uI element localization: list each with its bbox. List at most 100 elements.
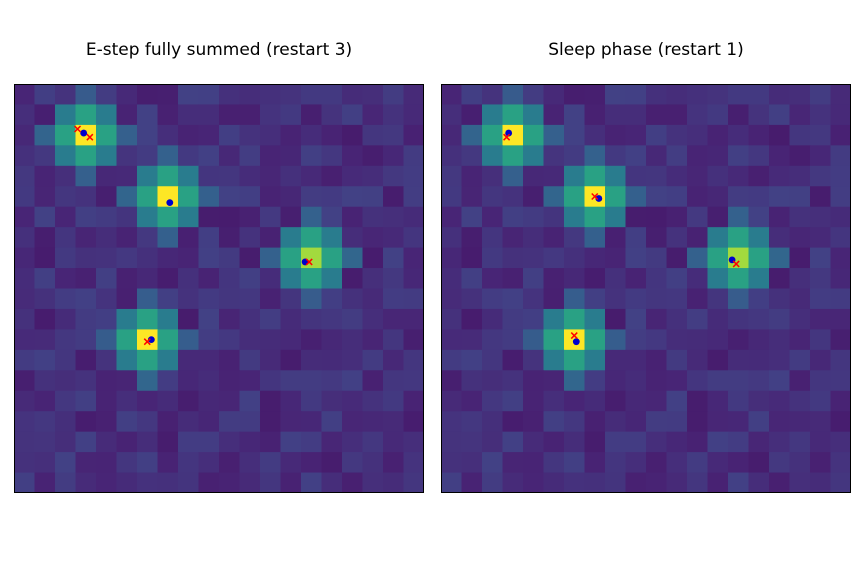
heatmap-cell — [441, 247, 463, 269]
heatmap-cell — [403, 308, 424, 330]
heatmap-cell — [646, 472, 668, 493]
heatmap-cell — [830, 104, 851, 126]
heatmap-cell — [461, 104, 483, 126]
heatmap-cell — [748, 308, 770, 330]
heatmap-cell — [687, 206, 709, 228]
heatmap-cell — [707, 227, 729, 249]
heatmap-cell — [789, 84, 811, 106]
heatmap-cell — [342, 329, 364, 351]
heatmap-cell — [830, 206, 851, 228]
heatmap-cell — [707, 268, 729, 290]
heatmap-cell — [198, 186, 220, 208]
heatmap-cell — [362, 349, 384, 371]
heatmap-cell — [769, 329, 791, 351]
heatmap-cell — [55, 390, 77, 412]
heatmap-cell — [564, 370, 586, 392]
heatmap-cell — [239, 452, 261, 474]
heatmap-cell — [96, 124, 118, 146]
heatmap-cell — [34, 268, 56, 290]
heatmap-cell — [280, 268, 302, 290]
heatmap-cell — [137, 186, 159, 208]
heatmap-cell — [116, 186, 138, 208]
heatmap-cell — [543, 308, 565, 330]
heatmap-cell — [239, 165, 261, 187]
heatmap-cell — [687, 84, 709, 106]
heatmap-cell — [34, 472, 56, 493]
heatmap-cell — [543, 329, 565, 351]
estimate-marker — [570, 332, 578, 340]
heatmap-cell — [728, 145, 750, 167]
heatmap-cell — [543, 288, 565, 310]
heatmap-cell — [403, 349, 424, 371]
heatmap-cell — [55, 431, 77, 453]
heatmap-cell — [321, 104, 343, 126]
heatmap-cell — [116, 124, 138, 146]
heatmap-cell — [301, 186, 323, 208]
heatmap-cell — [625, 472, 647, 493]
heatmap-cell — [605, 349, 627, 371]
heatmap-cell — [748, 165, 770, 187]
heatmap-cell — [116, 390, 138, 412]
heatmap-cell — [728, 165, 750, 187]
heatmap-cell — [157, 370, 179, 392]
heatmap-cell — [605, 288, 627, 310]
heatmap-cell — [239, 370, 261, 392]
heatmap-cell — [625, 329, 647, 351]
heatmap-cell — [403, 104, 424, 126]
heatmap-cell — [116, 308, 138, 330]
heatmap-cell — [362, 104, 384, 126]
heatmap-cell — [342, 247, 364, 269]
heatmap-cell — [157, 268, 179, 290]
heatmap-cell — [441, 452, 463, 474]
heatmap-cell — [666, 145, 688, 167]
heatmap-cell — [728, 452, 750, 474]
heatmap-cell — [584, 247, 606, 269]
heatmap-cell — [810, 370, 832, 392]
heatmap-cell — [280, 411, 302, 433]
heatmap-cell — [14, 206, 36, 228]
heatmap-cell — [482, 124, 504, 146]
heatmap-cell — [441, 84, 463, 106]
heatmap-cell — [666, 472, 688, 493]
heatmap-cell — [219, 145, 241, 167]
heatmap-cell — [666, 329, 688, 351]
heatmap-cell — [219, 431, 241, 453]
heatmap-cell — [239, 349, 261, 371]
heatmap-cell — [260, 206, 282, 228]
heatmap-cell — [728, 186, 750, 208]
heatmap-cell — [383, 329, 405, 351]
heatmap-cell — [34, 247, 56, 269]
heatmap-cell — [789, 370, 811, 392]
heatmap-cell — [625, 227, 647, 249]
heatmap-cell — [502, 206, 524, 228]
heatmap-cell — [75, 104, 97, 126]
heatmap-cell — [707, 329, 729, 351]
heatmap-cell — [707, 165, 729, 187]
heatmap-cell — [482, 390, 504, 412]
heatmap-cell — [564, 268, 586, 290]
heatmap-cell — [96, 145, 118, 167]
heatmap-cell — [301, 268, 323, 290]
heatmap-cell — [219, 452, 241, 474]
heatmap-cell — [584, 329, 606, 351]
heatmap-cell — [523, 411, 545, 433]
heatmap-cell — [157, 411, 179, 433]
heatmap-cell — [687, 349, 709, 371]
heatmap-cell — [280, 349, 302, 371]
heatmap-cell — [178, 329, 200, 351]
heatmap-cell — [810, 288, 832, 310]
heatmap-cell — [96, 104, 118, 126]
heatmap-cell — [810, 431, 832, 453]
heatmap-cell — [461, 308, 483, 330]
heatmap-cell — [728, 84, 750, 106]
heatmap-cell — [605, 431, 627, 453]
true-source-marker — [166, 199, 174, 207]
heatmap-cell — [830, 411, 851, 433]
heatmap-cell — [482, 165, 504, 187]
heatmap-cell — [687, 308, 709, 330]
heatmap-cell — [543, 370, 565, 392]
heatmap-cell — [116, 349, 138, 371]
heatmap-cell — [260, 452, 282, 474]
heatmap-cell — [687, 124, 709, 146]
heatmap-cell — [584, 349, 606, 371]
